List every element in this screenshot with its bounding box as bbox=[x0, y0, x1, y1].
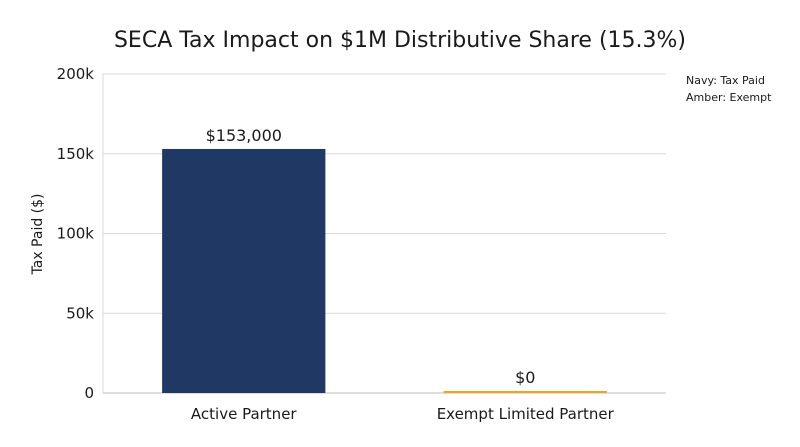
y-tick-label: 100k bbox=[57, 225, 95, 243]
y-tick-label: 50k bbox=[66, 304, 94, 322]
data-label: $153,000 bbox=[206, 126, 282, 145]
y-tick-label: 200k bbox=[57, 65, 95, 83]
y-axis-ticks: 0 50k 100k 150k 200k bbox=[57, 65, 95, 402]
legend-note-amber: Amber: Exempt bbox=[686, 91, 772, 104]
bars: $153,000 $0 bbox=[162, 126, 607, 393]
x-tick-label: Exempt Limited Partner bbox=[437, 405, 615, 423]
x-tick-label: Active Partner bbox=[191, 405, 298, 423]
bar-active-partner bbox=[162, 148, 326, 393]
x-axis-ticks: Active Partner Exempt Limited Partner bbox=[191, 405, 615, 423]
chart-title: SECA Tax Impact on $1M Distributive Shar… bbox=[114, 28, 686, 53]
y-tick-label: 0 bbox=[84, 384, 94, 402]
legend-note-navy: Navy: Tax Paid bbox=[686, 74, 765, 87]
y-tick-label: 150k bbox=[57, 145, 95, 163]
y-axis-label: Tax Paid ($) bbox=[30, 194, 46, 276]
data-label: $0 bbox=[515, 368, 535, 387]
bar-exempt-limited-partner bbox=[443, 391, 607, 393]
